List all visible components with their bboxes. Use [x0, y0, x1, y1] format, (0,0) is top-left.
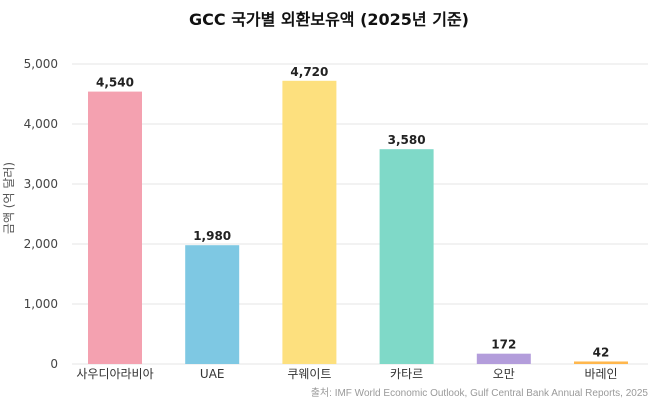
value-label: 42: [593, 345, 610, 359]
bar: [379, 149, 434, 364]
y-tick-label: 1,000: [24, 297, 58, 311]
y-tick-label: 4,000: [24, 117, 58, 131]
bar: [88, 91, 142, 364]
x-tick-label: UAE: [200, 367, 225, 381]
y-axis-ticks: 0 1,000 2,000 3,000 4,000 5,000: [24, 57, 58, 371]
value-label: 4,540: [96, 76, 134, 90]
bar: [185, 245, 240, 364]
chart-title: GCC 국가별 외환보유액 (2025년 기준): [189, 10, 469, 29]
value-label: 1,980: [193, 229, 231, 243]
x-axis-ticks: 사우디아라비아 UAE 쿠웨이트 카타르 오만 바레인: [76, 367, 617, 381]
x-tick-label: 오만: [493, 367, 515, 381]
y-tick-label: 5,000: [24, 57, 58, 71]
value-label: 172: [491, 338, 516, 352]
y-tick-label: 2,000: [24, 237, 58, 251]
bar: [574, 361, 628, 364]
source-note: 출처: IMF World Economic Outlook, Gulf Cen…: [310, 388, 648, 399]
value-label: 3,580: [388, 133, 426, 147]
y-tick-label: 0: [50, 357, 58, 371]
gridlines: [72, 63, 648, 365]
x-tick-label: 사우디아라비아: [76, 367, 153, 381]
y-axis-label: 금액 (억 달러): [2, 162, 16, 234]
value-labels: 4,540 1,980 4,720 3,580 172 42: [96, 65, 609, 360]
bar: [282, 80, 337, 365]
x-tick-label: 바레인: [584, 367, 617, 381]
x-tick-label: 카타르: [390, 367, 423, 381]
bar: [476, 353, 531, 364]
y-tick-label: 3,000: [24, 177, 58, 191]
bars: [88, 80, 628, 365]
x-tick-label: 쿠웨이트: [287, 367, 331, 381]
value-label: 4,720: [290, 65, 328, 79]
